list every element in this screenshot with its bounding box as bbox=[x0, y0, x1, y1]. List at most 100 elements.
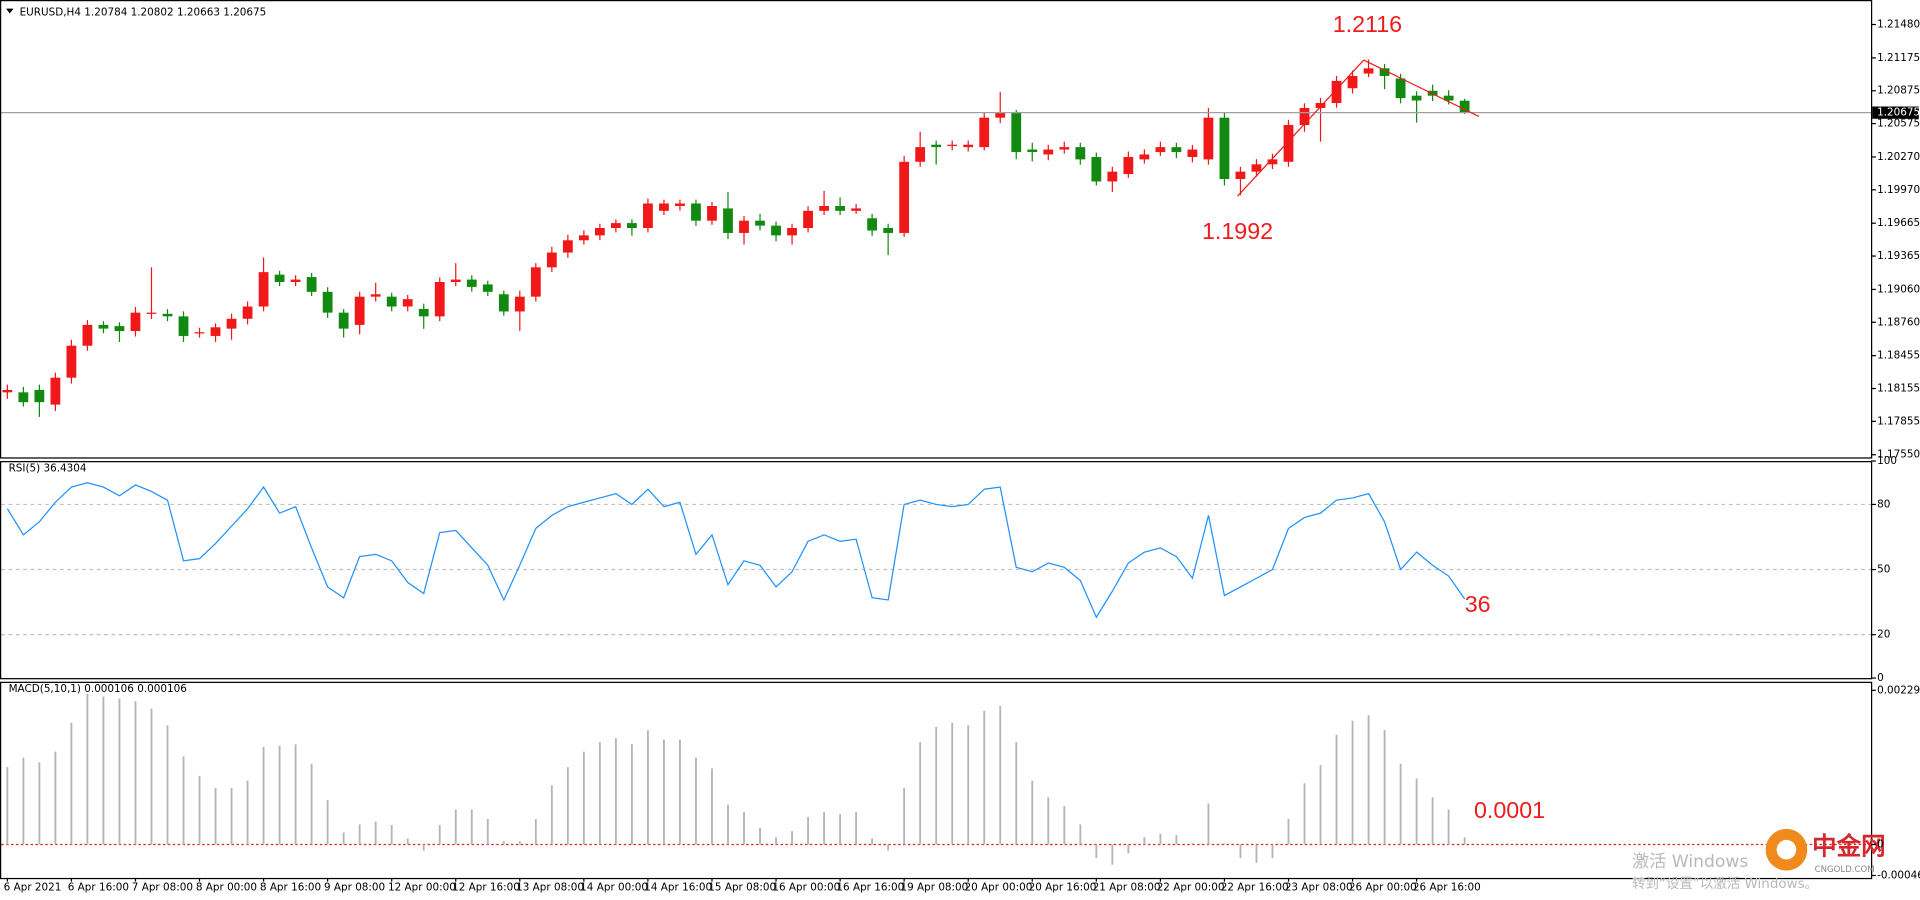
candle-body bbox=[498, 294, 509, 312]
candle-body bbox=[1459, 100, 1470, 113]
candle-body bbox=[643, 203, 653, 229]
candle-body bbox=[2, 389, 13, 393]
x-tick-label: 22 Apr 16:00 bbox=[1221, 882, 1289, 894]
candle-body bbox=[514, 296, 525, 312]
candle-body bbox=[1315, 103, 1326, 108]
y-tick-label: 1.19665 bbox=[1877, 217, 1920, 229]
x-tick-label: 22 Apr 00:00 bbox=[1157, 882, 1225, 894]
candle-body bbox=[1443, 95, 1454, 101]
candle-body bbox=[114, 326, 125, 332]
candle-body bbox=[1251, 164, 1262, 172]
frame bbox=[0, 0, 1873, 880]
x-tick-label: 8 Apr 00:00 bbox=[196, 882, 257, 894]
y-tick-label: 1.18455 bbox=[1877, 350, 1920, 362]
candle-body bbox=[1139, 154, 1150, 160]
candle-body bbox=[210, 327, 221, 336]
y-tick-label: 0 bbox=[1877, 672, 1884, 684]
candle-body bbox=[1043, 149, 1054, 155]
candle-body bbox=[1267, 159, 1278, 165]
candle-body bbox=[1075, 147, 1086, 160]
logo-site: CNGOLD.COM bbox=[1815, 865, 1875, 875]
candle-body bbox=[1363, 68, 1374, 74]
y-tick-label: 1.19970 bbox=[1877, 184, 1920, 196]
candle-body bbox=[530, 267, 541, 297]
candle-body bbox=[610, 223, 621, 229]
y-tick-label: 1.20270 bbox=[1877, 151, 1920, 163]
x-tick-label: 16 Apr 16:00 bbox=[836, 882, 904, 894]
x-tick-label: 8 Apr 16:00 bbox=[260, 882, 321, 894]
candle-body bbox=[899, 161, 910, 233]
x-tick-label: 19 Apr 08:00 bbox=[900, 882, 968, 894]
logo-name: 中金网 bbox=[1812, 831, 1885, 860]
y-tick-label: -0.00046 bbox=[1877, 869, 1920, 881]
candle-body bbox=[867, 218, 878, 231]
x-tick-label: 7 Apr 08:00 bbox=[132, 882, 193, 894]
candle-body bbox=[627, 223, 637, 229]
y-tick-label: 1.19060 bbox=[1877, 283, 1920, 295]
rsi-pane-border bbox=[0, 461, 1873, 680]
x-tick-label: 16 Apr 00:00 bbox=[772, 882, 840, 894]
candle-body bbox=[707, 206, 717, 221]
candle-body bbox=[1171, 147, 1182, 153]
annotation: 36 bbox=[1465, 591, 1491, 617]
candle-body bbox=[819, 206, 829, 211]
rsi-title: RSI(5) 36.4304 bbox=[9, 462, 87, 474]
candle-body bbox=[594, 228, 605, 236]
candle-body bbox=[835, 206, 845, 211]
candle-body bbox=[1411, 95, 1422, 101]
x-tick-label: 12 Apr 00:00 bbox=[388, 882, 456, 894]
candle-body bbox=[162, 313, 173, 317]
y-tick-label: 1.21175 bbox=[1877, 52, 1920, 64]
price-title: EURUSD,H4 1.20784 1.20802 1.20663 1.2067… bbox=[20, 6, 267, 18]
candle-body bbox=[274, 274, 285, 282]
candle-body bbox=[723, 208, 733, 233]
candle-body bbox=[50, 377, 61, 405]
candle-body bbox=[418, 308, 429, 317]
candle-body bbox=[883, 228, 894, 233]
candle-body bbox=[546, 252, 557, 268]
annotation: 1.1992 bbox=[1202, 218, 1273, 244]
x-tick-label: 12 Apr 16:00 bbox=[452, 882, 520, 894]
y-tick-label: 0 bbox=[1877, 839, 1884, 851]
trend-line bbox=[1237, 59, 1365, 197]
candle-body bbox=[803, 210, 813, 229]
candle-body bbox=[242, 306, 253, 319]
candle-body bbox=[146, 312, 157, 314]
candle-body bbox=[675, 203, 685, 207]
candle-body bbox=[1331, 80, 1342, 104]
candle-body bbox=[466, 279, 477, 287]
candle-body bbox=[947, 144, 958, 146]
y-tick-label: 50 bbox=[1877, 564, 1890, 576]
x-tick-label: 14 Apr 00:00 bbox=[580, 882, 648, 894]
candle-body bbox=[659, 203, 669, 211]
candle-body bbox=[739, 220, 749, 233]
y-tick-label: 0.002291 bbox=[1877, 684, 1920, 696]
y-tick-label: 1.21480 bbox=[1877, 19, 1920, 31]
x-tick-label: 6 Apr 16:00 bbox=[68, 882, 129, 894]
x-tick-label: 26 Apr 00:00 bbox=[1349, 882, 1417, 894]
candle-body bbox=[1123, 156, 1134, 175]
candle-body bbox=[1219, 117, 1230, 179]
candle-body bbox=[18, 392, 29, 403]
x-tick-label: 6 Apr 2021 bbox=[4, 882, 62, 894]
x-tick-label: 20 Apr 00:00 bbox=[965, 882, 1033, 894]
x-tick-label: 21 Apr 08:00 bbox=[1093, 882, 1161, 894]
candle-body bbox=[370, 294, 381, 297]
x-tick-label: 13 Apr 08:00 bbox=[516, 882, 584, 894]
current-price-box bbox=[1872, 106, 1919, 119]
x-tick-label: 15 Apr 08:00 bbox=[708, 882, 776, 894]
menu-triangle bbox=[6, 8, 14, 14]
candle-body bbox=[1027, 149, 1038, 153]
y-tick-label: 1.17550 bbox=[1877, 449, 1920, 461]
candle-body bbox=[306, 277, 317, 292]
x-tick-label: 9 Apr 08:00 bbox=[324, 882, 385, 894]
candle-body bbox=[194, 332, 205, 334]
macd-title: MACD(5,10,1) 0.000106 0.000106 bbox=[9, 683, 187, 695]
y-tick-label: 1.19365 bbox=[1877, 250, 1920, 262]
candle-body bbox=[1299, 107, 1310, 126]
candle-body bbox=[386, 296, 397, 307]
candle-body bbox=[1011, 112, 1022, 153]
candle-body bbox=[979, 117, 990, 148]
candle-body bbox=[963, 144, 974, 148]
